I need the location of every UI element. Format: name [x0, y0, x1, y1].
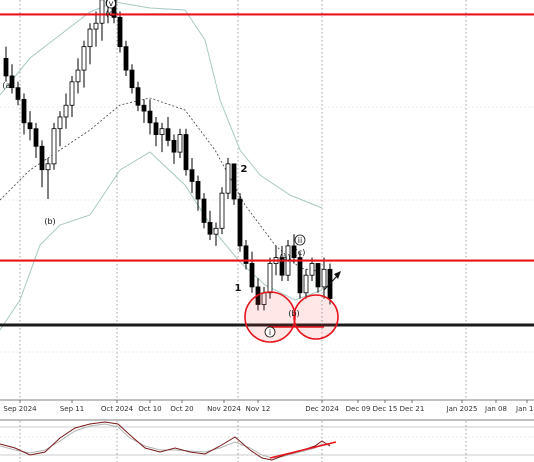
candle-down [243, 245, 249, 264]
candle-up [321, 268, 327, 288]
wave-label: 1 [235, 283, 242, 294]
candle-down [129, 69, 135, 89]
x-tick-label: Sep 2024 [3, 405, 37, 413]
candle-up [219, 192, 225, 229]
projection-arrow-head [334, 271, 341, 279]
candle-down [15, 87, 21, 100]
x-tick-label: Oct 2024 [101, 405, 134, 413]
candle-down [141, 104, 147, 112]
wave-label: (c) [106, 9, 117, 18]
candle-down [291, 245, 297, 259]
osc-divergence-line [269, 441, 337, 459]
candle-down [183, 134, 189, 171]
candle-down [249, 263, 255, 288]
wave-label: 2 [241, 164, 248, 175]
candle-down [315, 263, 321, 288]
candle-down [165, 128, 171, 141]
wave-label-circle [294, 234, 306, 246]
bollinger-upper-line [0, 1, 323, 209]
x-tick-label: Jan 2025 [446, 405, 478, 413]
candle-down [195, 181, 201, 200]
candle-up [45, 163, 51, 171]
candle-down [39, 145, 45, 171]
highlight-circle [293, 294, 339, 340]
candle-down [189, 169, 195, 182]
candle-up [309, 263, 315, 276]
candle-up [303, 274, 309, 294]
candle-up [57, 116, 63, 130]
candle-up [213, 227, 219, 235]
wave-label: (a) [279, 253, 290, 262]
candle-up [93, 22, 99, 30]
wave-label: (b) [44, 217, 55, 226]
candle-down [3, 57, 9, 77]
x-tick-label: Jan 08 [484, 405, 507, 413]
candle-down [279, 257, 285, 276]
x-tick-label: Dec 09 [346, 405, 371, 413]
x-tick-label: Jan 14 [515, 405, 534, 413]
candle-up [63, 104, 69, 118]
projection-arrow-shaft [323, 274, 339, 291]
candle-up [177, 134, 183, 153]
candle-down [153, 122, 159, 135]
wave-label: ii [298, 236, 302, 245]
wave-label: (v) [106, 0, 117, 8]
candle-down [33, 128, 39, 147]
candle-down [297, 257, 303, 294]
candle-down [237, 198, 243, 247]
candle-up [159, 128, 165, 135]
candle-down [201, 198, 207, 223]
candle-up [267, 263, 273, 294]
candle-up [51, 128, 57, 165]
x-tick-label: Dec 21 [400, 405, 425, 413]
candle-up [99, 0, 105, 24]
candle-down [123, 46, 129, 71]
candle-up [81, 46, 87, 71]
x-tick-label: Oct 10 [138, 405, 161, 413]
wave-label: (a) [2, 81, 13, 90]
candle-down [207, 222, 213, 235]
wave-label: (b) [288, 309, 299, 318]
candle-down [27, 122, 33, 130]
bollinger-lower-line [0, 151, 323, 331]
candle-down [21, 98, 27, 124]
highlight-circle [244, 291, 296, 343]
x-tick-label: Sep 11 [60, 405, 84, 413]
candle-down [9, 75, 15, 89]
candle-up [69, 81, 75, 106]
wave-label-circle [264, 326, 276, 338]
candle-down [147, 110, 153, 124]
candle-down [135, 87, 141, 106]
x-tick-label: Nov 2024 [207, 405, 241, 413]
candle-up [87, 28, 93, 48]
candle-down [117, 16, 123, 48]
wave-label-circle [105, 0, 117, 9]
candle-up [225, 163, 231, 194]
stochastic-d-line [0, 423, 331, 459]
candle-up [75, 69, 81, 83]
x-tick-label: Nov 12 [246, 405, 271, 413]
candle-down [171, 140, 177, 153]
x-tick-label: Oct 20 [170, 405, 193, 413]
wave-label: i [269, 328, 271, 337]
wave-label: (c) [295, 248, 306, 257]
x-tick-label: Dec 2024 [305, 405, 339, 413]
candle-down [231, 163, 237, 200]
x-tick-label: Dec 15 [373, 405, 398, 413]
